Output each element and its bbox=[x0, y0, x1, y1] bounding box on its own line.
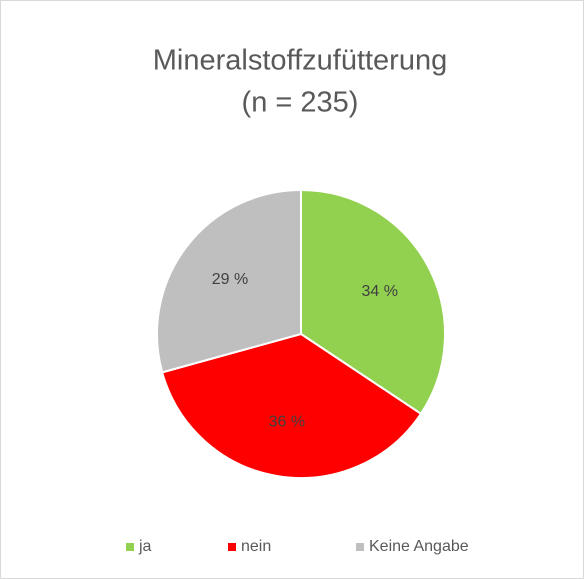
legend-label: ja bbox=[138, 538, 152, 555]
chart-title: Mineralstoffzufütterung bbox=[153, 45, 447, 77]
legend-swatch bbox=[126, 543, 134, 551]
pie-slice bbox=[156, 188, 302, 374]
legend-swatch bbox=[228, 543, 236, 551]
data-label: 36 % bbox=[269, 413, 305, 430]
chart-subtitle: (n = 235) bbox=[242, 87, 359, 119]
pie-slice bbox=[160, 332, 423, 479]
legend-swatch bbox=[356, 543, 364, 551]
data-label: 34 % bbox=[361, 283, 397, 300]
data-label: 29 % bbox=[212, 271, 248, 288]
legend-label: nein bbox=[241, 538, 271, 555]
legend-label: Keine Angabe bbox=[369, 538, 469, 555]
